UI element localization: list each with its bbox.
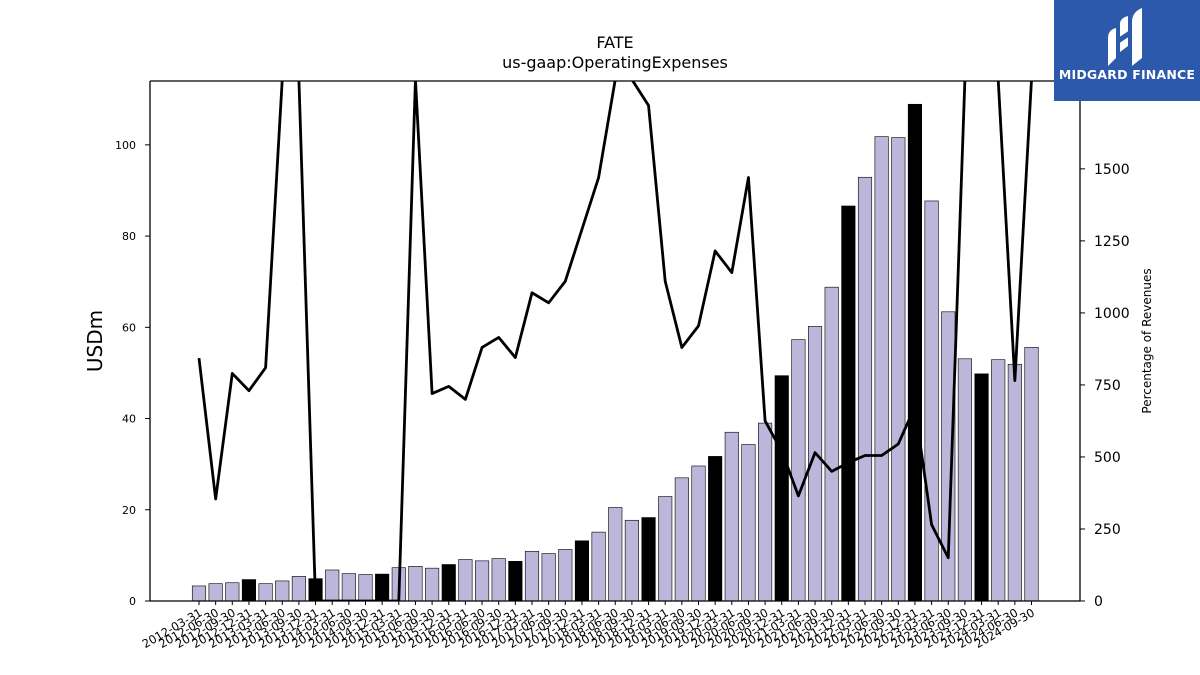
bar-2015-09-30 [425,567,440,602]
bar-2014-06-30 [341,573,356,602]
bar-2020-12-31 [774,375,789,602]
bar-2019-06-30 [674,477,689,602]
bar-2020-09-30 [758,422,773,602]
bar-2013-03-31 [258,583,273,602]
x-axis-ticks: 2012-03-312012-06-302012-09-302012-12-31… [140,601,1037,651]
right-tick-label: 1500 [1094,162,1130,178]
line-layer [197,81,1033,601]
brand-logo-text: MIDGARD FINANCE [1058,67,1196,82]
right-tick-label: 1250 [1094,234,1130,250]
right-tick-label: 0 [1094,594,1103,610]
bar-2018-06-30 [608,507,623,602]
bar-2021-09-30 [824,286,839,602]
bar-2022-09-30 [891,137,906,602]
bar-2019-09-30 [691,465,706,602]
right-tick-label: 1000 [1094,306,1130,322]
bar-2017-03-31 [524,550,540,602]
bar-2017-09-30 [558,549,573,602]
right-axis-ticks: 0 250 500 750 1000 1250 1500 [1080,162,1130,610]
bar-2013-09-30 [291,576,306,602]
bar-2024-06-30 [1007,363,1022,602]
bar-2015-12-31 [441,564,456,602]
right-tick-label: 250 [1094,522,1121,538]
bar-2023-03-31 [924,200,939,602]
left-tick-label: 20 [122,504,136,517]
y-axis-label: USDm [83,310,107,372]
bar-2022-06-30 [874,136,889,602]
left-tick-label: 100 [115,139,136,152]
bar-2013-06-30 [275,580,290,602]
bar-2018-09-30 [624,519,639,602]
left-tick-label: 80 [122,230,136,243]
bar-2014-12-31 [375,573,390,602]
bar-2022-12-31 [907,103,923,602]
bar-2012-03-31 [191,585,207,602]
chart-title: FATE [596,33,633,52]
left-tick-label: 0 [129,595,136,608]
bar-2018-03-31 [591,531,606,602]
bar-2023-09-30 [957,358,972,602]
bar-2024-09-30 [1024,347,1039,602]
bar-2016-06-30 [474,560,490,602]
bar-2018-12-31 [641,517,656,602]
bar-2017-06-30 [541,553,556,602]
left-axis-ticks: 0 20 40 60 80 100 [115,139,150,608]
bar-2020-06-30 [741,444,756,602]
bars-group [191,103,1039,602]
bar-2022-03-31 [857,176,873,602]
bar-2016-12-31 [508,561,523,602]
line-percentage-of-revenues [197,81,1033,601]
bar-2014-03-31 [325,569,340,602]
bar-2012-12-31 [241,579,256,602]
bar-2019-03-31 [658,496,673,602]
brand-logo: MIDGARD FINANCE [1054,0,1200,101]
bar-2012-06-30 [208,583,223,602]
brand-logo-icon [1108,8,1142,66]
bar-2021-12-31 [841,205,856,602]
bar-2015-06-30 [408,566,423,602]
right-tick-label: 750 [1094,378,1121,394]
left-tick-label: 60 [122,321,136,334]
chart-subtitle: us-gaap:OperatingExpenses [502,53,728,72]
left-tick-label: 40 [122,413,136,426]
bar-2023-12-31 [974,373,989,602]
bar-2017-12-31 [574,540,590,602]
bar-2014-09-30 [358,574,373,602]
bar-2012-09-30 [225,582,240,602]
bar-2016-03-31 [458,559,473,602]
bar-2024-03-31 [991,359,1006,602]
bar-2020-03-31 [724,431,739,602]
bar-2016-09-30 [491,558,506,602]
right-tick-label: 500 [1094,450,1121,466]
bar-2021-03-31 [791,339,806,602]
bar-2019-12-31 [708,456,723,602]
y2-axis-label: Percentage of Revenues [1140,268,1154,413]
